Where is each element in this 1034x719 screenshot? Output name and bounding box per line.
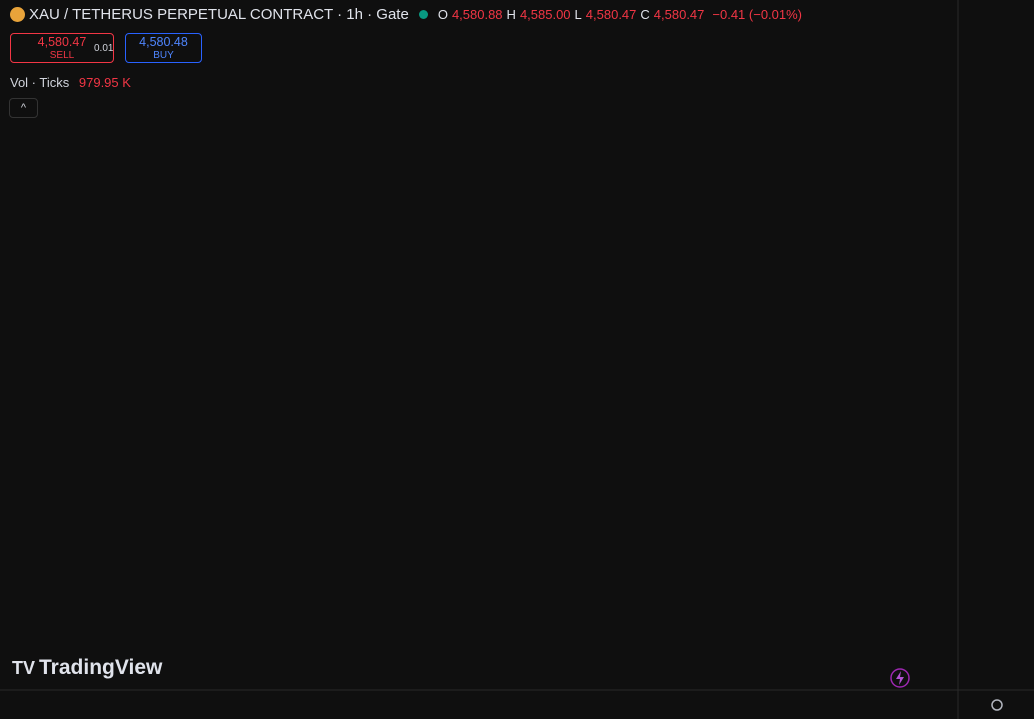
- buy-label: BUY: [153, 50, 174, 61]
- symbol-logo: [10, 7, 25, 22]
- symbol: XAU / TETHERUS PERPETUAL CONTRACT · 1h ·…: [29, 6, 409, 23]
- change: −0.41 (−0.01%): [712, 7, 803, 22]
- volume-legend-value: 979.95 K: [78, 75, 131, 90]
- high-label: H: [506, 7, 516, 22]
- volume-legend-label: Vol · Ticks: [10, 75, 70, 90]
- high-value: 4,585.00: [519, 7, 571, 22]
- volume-legend: Vol · Ticks 979.95 K: [10, 75, 131, 90]
- spread: 0.01: [94, 43, 114, 54]
- open-value: 4,580.88: [451, 7, 503, 22]
- buy-button[interactable]: 4,580.48 BUY: [125, 33, 202, 63]
- open-label: O: [437, 7, 448, 22]
- collapse-button[interactable]: ^: [9, 98, 38, 118]
- brand-logo: TV TradingView: [12, 656, 163, 679]
- header: XAU / TETHERUS PERPETUAL CONTRACT · 1h ·…: [10, 6, 802, 23]
- status-dot: [418, 10, 428, 19]
- brand: TradingView: [39, 656, 163, 679]
- close-value: 4,580.47: [653, 7, 705, 22]
- alert-icon[interactable]: [890, 668, 910, 688]
- buy-price: 4,580.48: [139, 35, 188, 49]
- sell-label: SELL: [49, 50, 75, 61]
- sell-button[interactable]: 4,580.47 SELL: [10, 33, 114, 63]
- low-label: L: [574, 7, 582, 22]
- close-label: C: [640, 7, 650, 22]
- alert-bolt: [896, 671, 904, 685]
- settings-icon[interactable]: [991, 699, 1003, 711]
- low-value: 4,580.47: [585, 7, 637, 22]
- sell-price: 4,580.47: [37, 35, 87, 49]
